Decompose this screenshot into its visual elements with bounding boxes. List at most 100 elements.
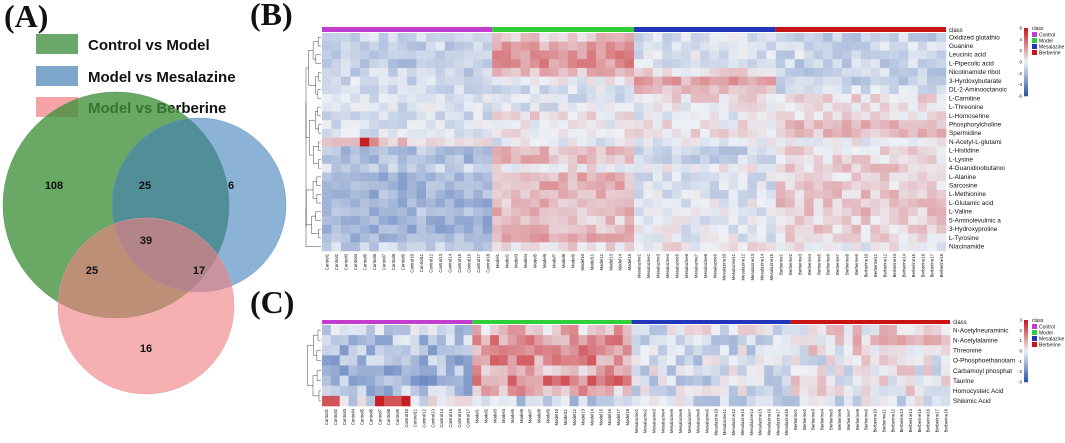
heatmap-cell	[539, 207, 550, 217]
heatmap-cell	[889, 155, 900, 165]
heatmap-cell	[799, 355, 809, 366]
column-label: Berberine5	[816, 253, 821, 275]
heatmap-cell	[719, 102, 729, 112]
heatmap-cell	[416, 76, 427, 86]
column-label: Control10	[410, 253, 415, 272]
column-label: Model11	[589, 253, 594, 270]
heatmap-cell	[634, 233, 644, 243]
heatmap-cell	[596, 345, 606, 356]
heatmap-cell	[378, 198, 389, 208]
heatmap-cell	[539, 233, 550, 243]
heatmap-cell	[428, 385, 438, 397]
heatmap-cell	[666, 385, 677, 397]
heatmap-cell	[917, 111, 928, 121]
heatmap-cell	[813, 94, 824, 104]
heatmap-cell	[473, 50, 484, 60]
heatmap-cell	[577, 120, 588, 130]
heatmap-cell	[681, 224, 692, 234]
column-label: Berberine17	[935, 408, 940, 432]
heatmap-cell	[567, 172, 578, 182]
heatmap-cell	[407, 189, 417, 199]
heatmap-cell	[790, 385, 800, 397]
heatmap-cell	[339, 395, 349, 407]
heatmap-cell	[896, 385, 907, 397]
heatmap-cell	[482, 137, 493, 147]
heatmap-cell	[631, 375, 641, 387]
heatmap-cell	[728, 76, 739, 86]
heatmap-cell	[507, 385, 517, 397]
heatmap-cell	[870, 385, 880, 397]
heatmap-cell	[879, 233, 890, 243]
heatmap-cell	[634, 85, 644, 95]
heatmap-cell	[596, 189, 606, 199]
heatmap-cell	[785, 207, 796, 217]
heatmap-cell	[560, 345, 570, 356]
heatmap-cell	[567, 137, 578, 147]
heatmap-cell	[501, 111, 512, 121]
heatmap-cell	[543, 395, 553, 407]
column-label: Berberine14	[901, 253, 906, 277]
heatmap-cell	[898, 207, 909, 217]
heatmap-cell	[482, 163, 493, 173]
heatmap-cell	[842, 189, 852, 199]
heatmap-cell	[378, 85, 389, 95]
heatmap-cell	[898, 41, 909, 51]
heatmap-cell	[551, 345, 562, 356]
heatmap-cell	[775, 233, 786, 243]
heatmap-cell	[378, 207, 389, 217]
heatmap-cell	[481, 355, 491, 366]
heatmap-cell	[879, 76, 890, 86]
heatmap-cell	[666, 335, 677, 346]
column-label: Berberine13	[892, 253, 897, 277]
row-label: L-Glutamic acid	[949, 200, 994, 207]
row-label: Leucinic acid	[949, 52, 986, 59]
heatmap-cell	[662, 76, 673, 86]
heatmap-cell	[426, 242, 436, 252]
heatmap-cell	[605, 172, 616, 182]
heatmap-cell	[587, 355, 597, 366]
heatmap-cell	[435, 59, 446, 69]
heatmap-cell	[649, 365, 659, 376]
heatmap-cell	[693, 345, 703, 356]
heatmap-cell	[671, 85, 682, 95]
heatmap-cell	[520, 33, 531, 43]
heatmap-cell	[675, 335, 685, 346]
heatmap-cell	[501, 155, 512, 165]
heatmap-cell	[445, 335, 455, 346]
heatmap-cell	[539, 41, 550, 51]
heatmap-cell	[908, 207, 918, 217]
heatmap-cell	[728, 59, 739, 69]
heatmap-cell	[397, 50, 408, 60]
heatmap-cell	[454, 76, 465, 86]
column-label: Berberine1	[778, 253, 783, 275]
heatmap-cell	[596, 365, 606, 376]
heatmap-cell	[428, 325, 438, 336]
heatmap-cell	[444, 207, 455, 217]
heatmap-cell	[755, 385, 765, 397]
heatmap-cell	[340, 50, 351, 60]
heatmap-cell	[693, 355, 703, 366]
heatmap-cell	[756, 137, 767, 147]
heatmap-cell	[794, 33, 805, 43]
heatmap-cell	[463, 102, 474, 112]
heatmap-cell	[357, 325, 367, 336]
heatmap-cell	[681, 137, 692, 147]
heatmap-cell	[634, 216, 644, 226]
heatmap-cell	[445, 355, 455, 366]
heatmap-cell	[643, 189, 654, 199]
heatmap-cell	[463, 67, 474, 77]
heatmap-cell	[482, 198, 493, 208]
heatmap-cell	[416, 216, 427, 226]
heatmap-cell	[392, 395, 402, 407]
heatmap-cell	[832, 102, 843, 112]
heatmap-cell	[914, 365, 924, 376]
heatmap-cell	[511, 181, 521, 191]
heatmap-cell	[605, 85, 616, 95]
heatmap-cell	[914, 335, 924, 346]
heatmap-cell	[681, 189, 692, 199]
heatmap-cell	[700, 233, 710, 243]
heatmap-cell	[401, 375, 411, 387]
heatmap-cell	[350, 94, 361, 104]
heatmap-cell	[843, 355, 854, 366]
heatmap-cell	[852, 375, 862, 387]
